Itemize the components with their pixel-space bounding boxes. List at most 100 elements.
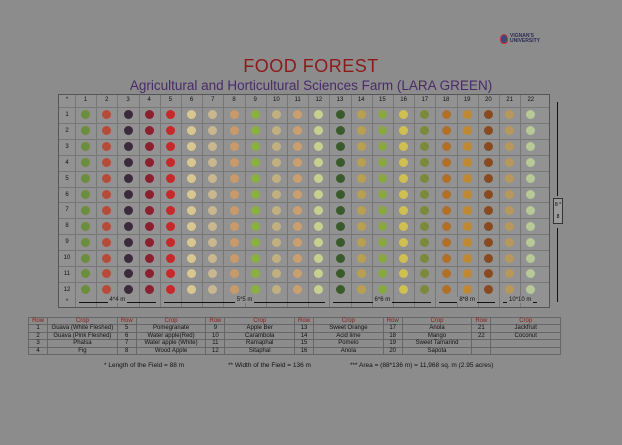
tree-plant-icon	[483, 189, 493, 199]
spacing-label-wrap: 8*8 m	[439, 297, 495, 303]
legend-row-number: 11	[205, 339, 226, 348]
legend-row-number: 18	[382, 331, 403, 341]
column-header: 4	[147, 97, 151, 103]
page-title: FOOD FOREST	[243, 56, 379, 76]
tree-plant-icon	[165, 269, 175, 279]
legend-header-cell: Row	[382, 316, 403, 326]
tree-plant-icon	[420, 189, 430, 199]
grid-divider	[265, 95, 267, 307]
tree-plant-icon	[208, 253, 218, 263]
column-header: 13	[336, 97, 344, 103]
legend-crop-name: Guava (White Fleshed)	[47, 324, 118, 333]
tree-plant-icon	[271, 126, 281, 136]
tree-plant-icon	[208, 142, 218, 152]
tree-plant-icon	[314, 205, 324, 215]
column-header: 11	[294, 97, 301, 103]
tree-plant-icon	[293, 110, 303, 120]
tree-plant-icon	[187, 110, 197, 120]
tree-plant-icon	[462, 158, 472, 168]
tree-plant-icon	[441, 110, 451, 120]
tree-plant-icon	[335, 285, 345, 295]
legend-crop-name: Sapota	[401, 346, 473, 356]
tree-plant-icon	[293, 221, 303, 231]
tree-plant-icon	[335, 126, 345, 136]
tree-plant-icon	[165, 110, 175, 120]
row-label: 9	[65, 239, 69, 246]
row-label: 12	[63, 286, 71, 293]
tree-plant-icon	[144, 126, 154, 136]
column-header: 10	[273, 97, 280, 103]
tree-plant-icon	[420, 237, 430, 247]
tree-plant-icon	[441, 158, 451, 168]
column-header: 9	[253, 97, 257, 103]
tree-plant-icon	[165, 189, 175, 199]
up-arrow-icon	[557, 228, 558, 302]
tree-plant-icon	[335, 205, 345, 215]
tree-plant-icon	[144, 237, 154, 247]
legend-header-cell: Crop	[401, 316, 473, 326]
tree-plant-icon	[229, 110, 239, 120]
legend-header-cell: Row	[293, 316, 315, 326]
tree-plant-icon	[165, 221, 175, 231]
tree-plant-icon	[377, 174, 387, 184]
tree-plant-icon	[208, 221, 218, 231]
grid-divider	[59, 218, 549, 220]
tree-plant-icon	[293, 237, 303, 247]
legend-crop-name: Jackfruit	[490, 324, 561, 333]
tree-plant-icon	[102, 189, 112, 199]
tree-plant-icon	[441, 174, 451, 184]
tree-plant-icon	[483, 126, 493, 136]
legend-row-number: 8	[116, 346, 137, 356]
tree-plant-icon	[526, 221, 536, 231]
tree-plant-icon	[441, 205, 451, 215]
legend-row-number: 9	[205, 324, 226, 333]
tree-plant-icon	[462, 253, 472, 263]
tree-plant-icon	[420, 158, 430, 168]
tree-plant-icon	[271, 221, 281, 231]
column-header: 17	[421, 97, 429, 103]
tree-plant-icon	[462, 126, 472, 136]
tree-plant-icon	[377, 158, 387, 168]
tree-plant-icon	[250, 174, 260, 184]
tree-plant-icon	[123, 205, 133, 215]
tree-plant-icon	[441, 285, 451, 295]
tree-plant-icon	[165, 205, 175, 215]
tree-plant-icon	[314, 158, 324, 168]
legend-row-number: 7	[116, 339, 137, 348]
row-label: 6	[65, 191, 69, 198]
grid-footer-star: *	[65, 299, 69, 305]
tree-plant-icon	[462, 285, 472, 295]
tree-plant-icon	[102, 174, 112, 184]
tree-plant-icon	[293, 142, 303, 152]
column-header: 14	[357, 97, 365, 103]
tree-plant-icon	[250, 269, 260, 279]
column-header: 7	[211, 97, 215, 103]
tree-plant-icon	[399, 237, 409, 247]
tree-plant-icon	[102, 158, 112, 168]
column-header: 18	[442, 97, 450, 103]
tree-plant-icon	[399, 158, 409, 168]
tree-plant-icon	[335, 189, 345, 199]
column-header: 15	[379, 97, 386, 103]
tree-plant-icon	[250, 253, 260, 263]
legend-row-number: 16	[293, 346, 315, 356]
tree-plant-icon	[271, 142, 281, 152]
tree-plant-icon	[208, 174, 218, 184]
grid-divider	[308, 95, 310, 307]
grid-divider	[477, 95, 479, 307]
tree-plant-icon	[250, 110, 260, 120]
crop-legend-table: Row Crop Row Crop Row Crop Row Crop Row Crop Row Cr…	[27, 316, 561, 356]
tree-plant-icon	[208, 269, 218, 279]
tree-plant-icon	[356, 110, 366, 120]
tree-plant-icon	[293, 174, 303, 184]
legend-header-cell: Crop	[490, 316, 561, 326]
column-header: 20	[485, 97, 492, 103]
tree-plant-icon	[462, 142, 472, 152]
tree-plant-icon	[271, 174, 281, 184]
tree-plant-icon	[123, 126, 133, 136]
tree-plant-icon	[208, 237, 218, 247]
column-header: 3	[126, 97, 130, 103]
down-arrow-icon	[557, 102, 558, 196]
tree-plant-icon	[377, 253, 387, 263]
legend-header-cell: Crop	[135, 316, 207, 326]
